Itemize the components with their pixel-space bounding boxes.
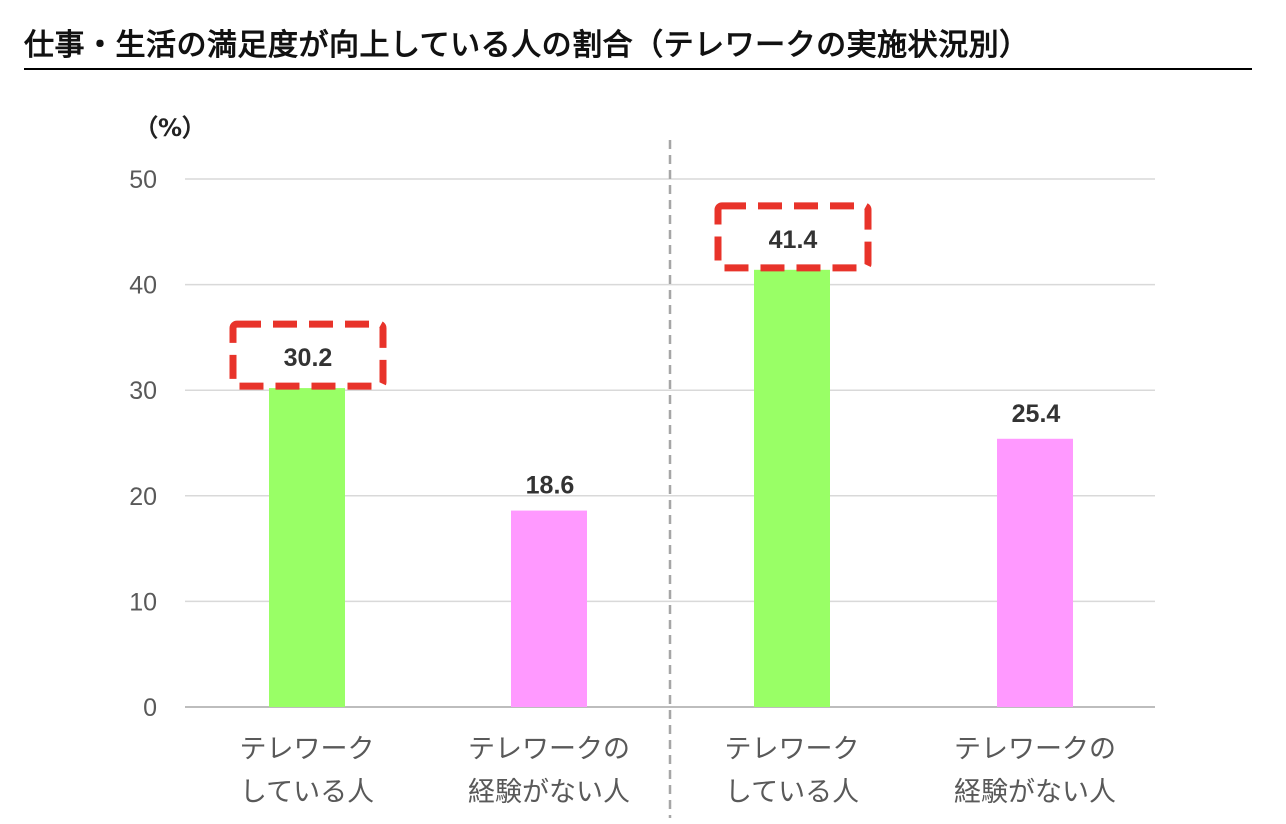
data-label: 25.4	[1012, 400, 1061, 428]
x-category-label: テレワーク	[240, 734, 375, 765]
data-labels: 30.2 18.6 41.4 25.4	[229, 202, 1061, 500]
page-title: 仕事・生活の満足度が向上している人の割合（テレワークの実施状況別）	[24, 28, 1030, 63]
x-category-label: している人	[240, 777, 374, 808]
data-label: 41.4	[769, 226, 818, 254]
y-tick-label: 50	[129, 166, 157, 194]
highlight-box	[714, 202, 872, 272]
x-axis-labels: テレワークしている人テレワークの経験がない人テレワークしている人テレワークの経験…	[240, 734, 1117, 808]
x-category-label: テレワークの	[954, 734, 1116, 765]
y-tick-label: 30	[129, 377, 157, 405]
data-label: 18.6	[526, 472, 575, 500]
bar	[754, 269, 830, 707]
bar	[511, 510, 587, 707]
y-tick-label: 20	[129, 483, 157, 511]
bar	[997, 438, 1073, 707]
y-tick-label: 10	[129, 588, 157, 616]
x-category-label: テレワーク	[725, 734, 860, 765]
x-category-label: 経験がない人	[468, 777, 630, 808]
y-tick-label: 0	[143, 694, 157, 722]
y-tick-label: 40	[129, 272, 157, 300]
bars	[269, 269, 1073, 707]
title-underline	[24, 68, 1252, 70]
y-axis-unit-label: （%）	[134, 114, 206, 142]
data-label: 30.2	[284, 344, 333, 372]
bar	[269, 388, 345, 707]
x-category-label: テレワークの	[468, 734, 630, 765]
highlight-box	[229, 320, 387, 390]
gridlines	[185, 140, 1155, 818]
y-axis: （%） 0 10 20 30 40 50	[129, 114, 206, 722]
x-category-label: 経験がない人	[954, 777, 1116, 808]
x-category-label: している人	[725, 777, 859, 808]
